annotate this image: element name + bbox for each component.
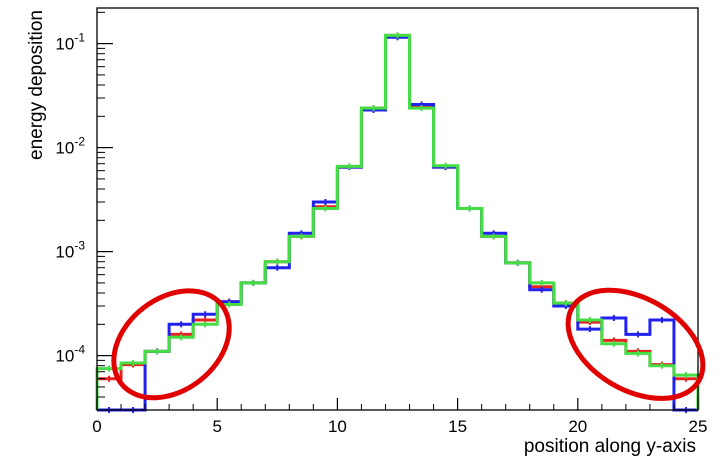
- series-1: [97, 34, 698, 413]
- x-tick-label: 0: [92, 417, 101, 436]
- x-axis-label: position along y-axis: [524, 436, 696, 457]
- ticks-layer: 0 5 10 15 20 25 10-4 10-3 10-2 10-1: [55, 11, 708, 436]
- plot-frame: [96, 7, 699, 411]
- x-tick-label: 25: [689, 417, 708, 436]
- annotation-layer: [111, 287, 706, 401]
- x-tick-label: 15: [448, 417, 467, 436]
- x-tick-label: 5: [212, 417, 221, 436]
- highlight-ellipse-1: [565, 287, 706, 401]
- y-tick-label: 10-1: [55, 31, 85, 54]
- series-line-2: [95, 33, 700, 410]
- series-line-0: [95, 33, 700, 410]
- series-0: [95, 32, 700, 410]
- y-tick-label: 10-3: [55, 239, 85, 262]
- series-line-1: [97, 35, 698, 412]
- y-tick-label: 10-2: [55, 135, 85, 158]
- x-tick-label: 20: [568, 417, 587, 436]
- highlight-ellipse-0: [111, 288, 232, 401]
- y-tick-label: 10-4: [55, 343, 85, 366]
- y-axis-label: energy deposition: [26, 10, 47, 160]
- series-2: [95, 32, 700, 410]
- x-tick-label: 10: [328, 417, 347, 436]
- series-layer: [95, 32, 700, 413]
